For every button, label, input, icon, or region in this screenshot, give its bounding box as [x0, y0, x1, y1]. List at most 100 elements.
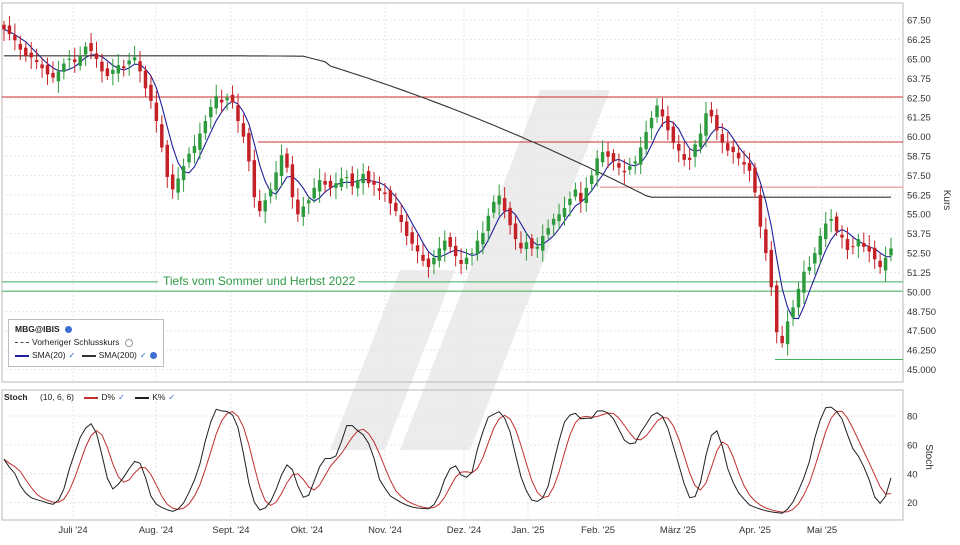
price-tick-label: 52.50 [907, 249, 931, 260]
candle-body [306, 200, 311, 204]
candle-body [160, 124, 164, 148]
settings-icon[interactable] [149, 352, 157, 360]
candle-body [350, 173, 355, 187]
candle-body [584, 187, 589, 204]
candle-body [421, 254, 425, 261]
candle-body [823, 223, 828, 240]
checkmark-icon[interactable]: ✓ [168, 393, 176, 402]
candle-body [644, 131, 648, 150]
price-tick-label: 66.25 [907, 35, 931, 46]
candle-body [105, 68, 110, 77]
candle-body [883, 257, 888, 271]
candle-body [600, 152, 605, 163]
date-tick-label: Dez. '24 [447, 525, 482, 536]
candle-body [845, 239, 850, 250]
candle-body [225, 97, 229, 101]
candle-body [611, 153, 616, 162]
candle-body [715, 115, 719, 131]
candle-body [802, 271, 806, 293]
candle-body [285, 153, 289, 168]
candle-body [83, 46, 88, 55]
candle-body [45, 64, 50, 75]
candle-body [851, 246, 855, 248]
candle-body [785, 321, 790, 345]
candle-body [464, 257, 469, 265]
candle-body [617, 163, 621, 168]
candle-body [40, 64, 44, 69]
candle-body [258, 200, 262, 212]
candle-body [769, 249, 774, 288]
candle-body [693, 144, 697, 157]
candle-body [764, 229, 768, 254]
candle-body [698, 133, 703, 148]
candle-body [138, 61, 142, 72]
candle-body [404, 221, 409, 236]
candle-body [726, 143, 730, 151]
candle-body [252, 160, 257, 198]
candle-body [579, 192, 583, 202]
candle-body [720, 134, 725, 143]
candle-body [508, 207, 512, 226]
candle-body [535, 246, 540, 249]
candle-body [638, 147, 643, 165]
candle-body [219, 99, 224, 103]
checkmark-icon[interactable]: ✓ [118, 393, 125, 402]
checkmark-icon[interactable]: ✓ [68, 351, 76, 360]
candle-body [339, 178, 344, 188]
candle-body [622, 170, 627, 173]
toggle-icon[interactable] [124, 338, 133, 347]
candle-body [568, 198, 572, 206]
candle-body [448, 237, 452, 247]
candle-body [170, 174, 175, 190]
candle-body [791, 307, 795, 318]
candle-body [100, 61, 104, 72]
candle-body [116, 65, 121, 74]
price-panel-frame [1, 2, 904, 383]
candle-body [470, 253, 474, 255]
candle-body [486, 215, 491, 232]
candle-body [355, 180, 360, 189]
checkmark-icon[interactable]: ✓ [139, 351, 147, 360]
candle-body [660, 109, 665, 117]
candle-body [813, 253, 817, 264]
candle-body [301, 206, 306, 217]
candle-body [317, 180, 322, 192]
candle-body [323, 180, 327, 185]
settings-icon[interactable] [65, 326, 73, 334]
legend-sma200: SMA(200) [98, 350, 137, 360]
k-line-icon [135, 396, 150, 399]
date-tick-label: März '25 [660, 525, 696, 536]
watermark-logo [330, 90, 610, 450]
stoch-tick-label: 80 [907, 412, 918, 423]
candle-body [29, 52, 33, 58]
stoch-grid [1, 389, 904, 521]
candle-body [410, 232, 414, 244]
date-tick-label: Sept. '24 [212, 525, 249, 536]
candle-body [187, 153, 191, 163]
price-tick-label: 57.50 [907, 171, 931, 182]
candle-body [530, 238, 534, 249]
candle-body [589, 175, 594, 185]
stoch-axis: 80 60 40 20 [907, 412, 918, 510]
candle-body [241, 123, 246, 137]
candle-body [502, 198, 507, 212]
price-tick-label: 46.250 [907, 346, 936, 357]
candle-body [557, 214, 561, 222]
candle-body [34, 60, 39, 63]
candle-body [247, 133, 251, 162]
legend-d: D% [101, 392, 116, 402]
candle-body [263, 200, 267, 212]
stoch-tick-label: 40 [907, 469, 918, 480]
candle-body [432, 257, 436, 265]
candle-body [388, 190, 393, 204]
date-tick-label: Feb. '25 [581, 525, 615, 536]
candle-body [154, 102, 159, 122]
candle-body [513, 223, 518, 240]
candle-body [394, 202, 398, 212]
candle-body [840, 234, 844, 238]
candle-body [443, 240, 447, 251]
candle-body [127, 60, 131, 65]
candle-body [377, 188, 382, 191]
stoch-tick-label: 60 [907, 440, 918, 451]
candle-body [742, 162, 746, 165]
